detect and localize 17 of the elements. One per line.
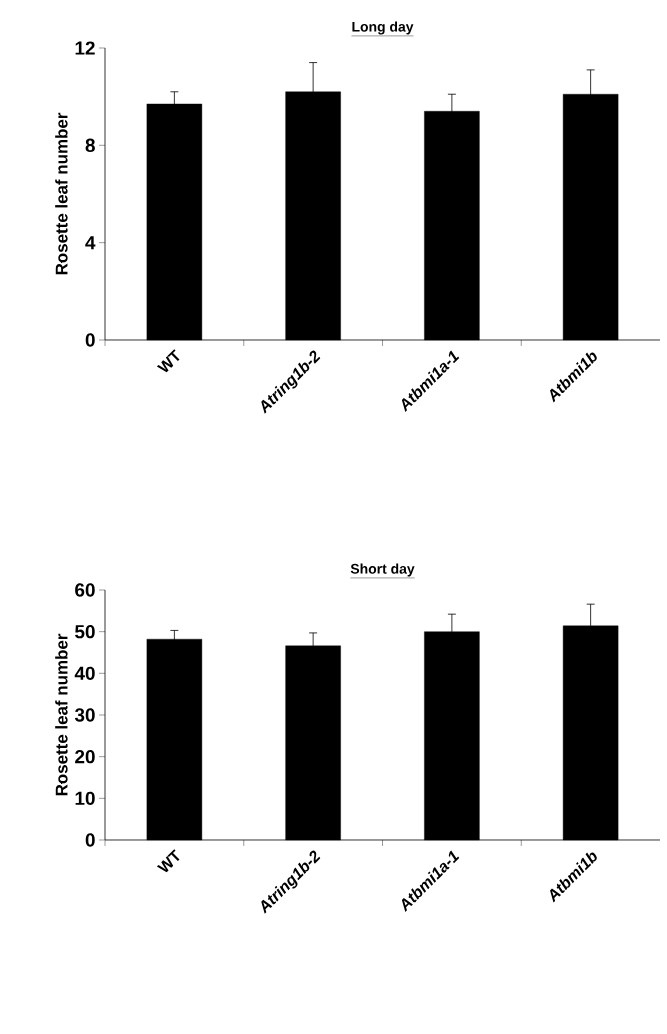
y-tick-label: 0 — [85, 833, 95, 847]
y-tick-label: 40 — [74, 666, 95, 681]
y-tick-label: 30 — [74, 708, 95, 722]
chart-title: Long day — [352, 21, 414, 35]
x-tick-label: WT — [156, 849, 180, 873]
y-tick-label: 0 — [85, 333, 95, 347]
y-tick-label: 8 — [85, 138, 95, 153]
y-tick-label: 4 — [85, 236, 96, 250]
y-tick-label: 50 — [75, 624, 95, 639]
x-tick-label: WT — [156, 349, 180, 373]
y-axis-title: Rosette leaf number — [55, 112, 68, 275]
y-tick-label: 20 — [75, 749, 95, 764]
chart-title: Short day — [350, 563, 415, 577]
y-axis-title: Rosette leaf number — [55, 633, 68, 796]
y-tick-label: 12 — [75, 41, 95, 55]
y-tick-label: 60 — [75, 583, 95, 597]
y-tick-label: 10 — [75, 791, 95, 806]
